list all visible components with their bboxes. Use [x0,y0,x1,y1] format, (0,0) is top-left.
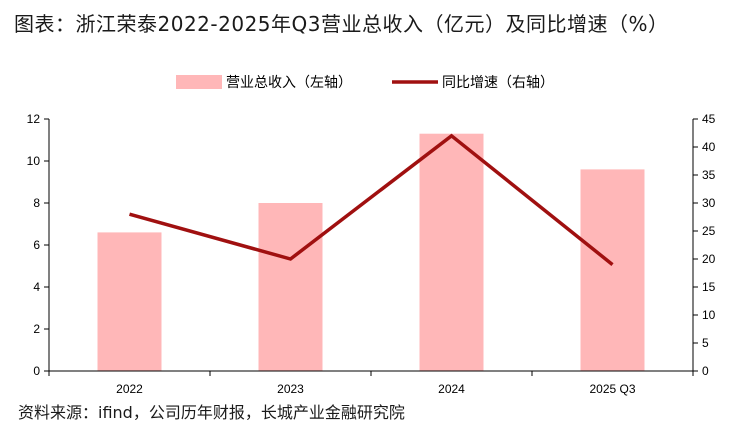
y-right-tick-label: 40 [702,140,716,154]
legend-label-line: 同比增速（右轴） [442,75,554,91]
y-right-tick-label: 30 [702,196,716,210]
y-left-tick-label: 6 [33,238,40,252]
line-series [129,133,614,266]
bar-2025 Q3 [580,169,645,371]
growth-line [129,133,614,266]
x-tick-label: 2025 Q3 [589,382,635,396]
y-right-tick-label: 35 [702,168,716,182]
legend: 营业总收入（左轴） 同比增速（右轴） [176,75,554,91]
legend-swatch-bar [176,75,222,89]
y-right-tick-label: 25 [702,224,716,238]
y-right-tick-label: 20 [702,252,716,266]
y-left-tick-label: 4 [33,280,40,294]
x-tick-label: 2024 [438,382,465,396]
y-right-tick-label: 45 [702,112,716,126]
y-right-tick-label: 10 [702,308,716,322]
y-right-tick-label: 15 [702,280,716,294]
bar-2023 [258,203,323,371]
x-tick-label: 2022 [116,382,143,396]
y-left-tick-label: 8 [33,196,40,210]
y-right-tick-label: 0 [702,364,709,378]
legend-label-bar: 营业总收入（左轴） [226,75,352,91]
chart-title: 图表：浙江荣泰2022-2025年Q3营业总收入（亿元）及同比增速（%） [14,12,669,36]
source-note: 资料来源：ifind，公司历年财报，长城产业金融研究院 [18,403,405,422]
axes: 0 2 4 6 8 10 12 0 5 10 15 20 25 30 35 40 45 2022 2023 2024 2… [27,112,716,396]
bar-2024 [419,133,484,371]
x-tick-label: 2023 [277,382,304,396]
y-left-tick-label: 10 [27,154,41,168]
bar-series [97,133,645,371]
y-left-tick-label: 2 [33,322,40,336]
y-right-tick-label: 5 [702,336,709,350]
bar-2022 [97,232,162,371]
y-left-tick-label: 0 [33,364,40,378]
y-left-tick-label: 12 [27,112,41,126]
